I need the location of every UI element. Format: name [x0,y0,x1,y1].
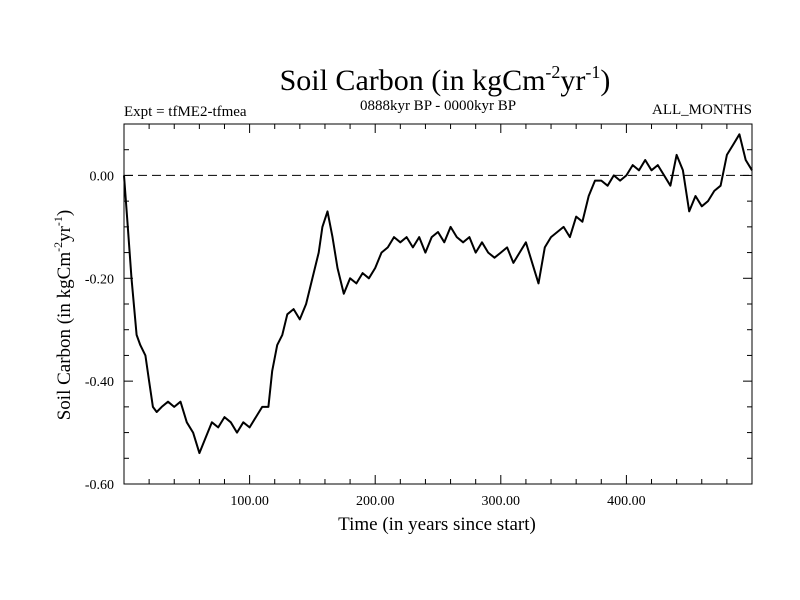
time-range-label: 0888kyr BP - 0000kyr BP [360,98,516,114]
plot-frame [123,123,753,485]
y-tick-label: 0.00 [90,169,115,184]
y-tick-label: -0.20 [85,272,114,287]
axis-ticks [124,124,752,484]
y-axis-label: Soil Carbon (in kgCm-2yr-1) [51,210,75,421]
chart-title: Soil Carbon (in kgCm-2yr-1) [280,62,611,97]
series-line-soil-carbon [123,133,753,455]
months-label: ALL_MONTHS [652,102,752,118]
x-tick-label: 200.00 [356,494,395,509]
x-tick-label: 400.00 [607,494,646,509]
y-tick-label: -0.40 [85,375,114,390]
x-tick-label: 300.00 [482,494,521,509]
x-tick-label: 100.00 [230,494,269,509]
axis-tick-labels: 100.00 200.00 300.00 400.00 -0.60 -0.40 -0.20 0… [85,169,646,509]
experiment-label: Expt = tfME2-tfmea [124,104,247,120]
y-tick-label: -0.60 [85,478,114,493]
x-axis-label: Time (in years since start) [338,514,536,535]
